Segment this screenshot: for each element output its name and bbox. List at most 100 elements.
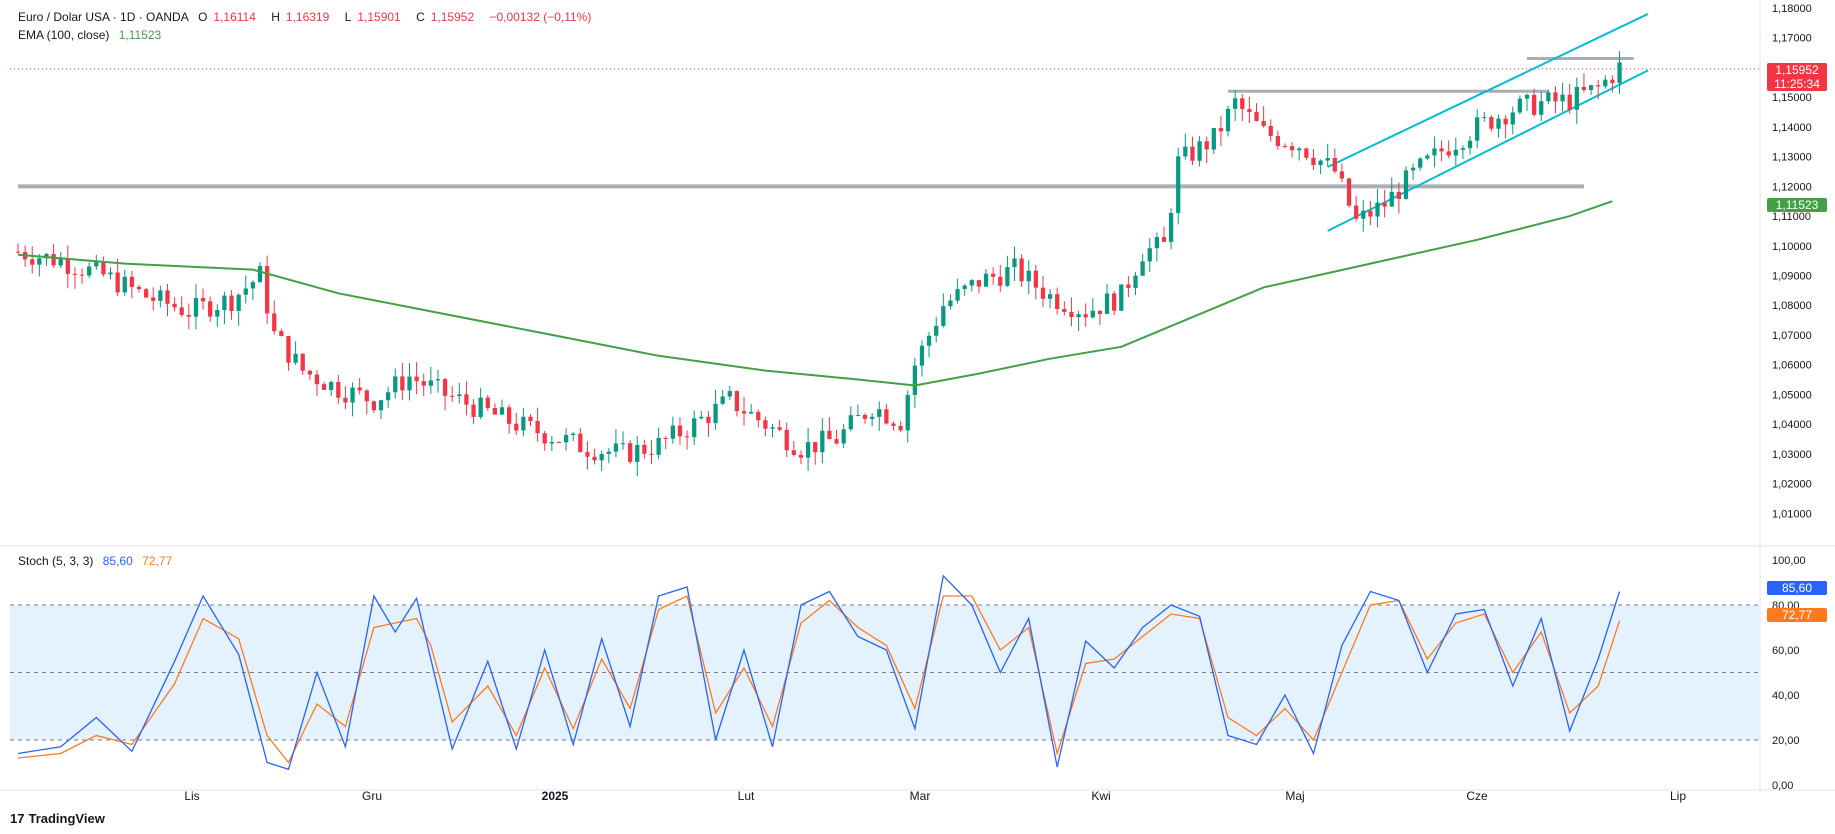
candle-body xyxy=(1425,155,1430,159)
candle-body xyxy=(1354,205,1359,219)
candle-body xyxy=(684,436,690,438)
low-value: 1,15901 xyxy=(357,10,401,24)
candle-body xyxy=(1567,94,1572,110)
price-tick-label: 1,11000 xyxy=(1772,211,1811,223)
price-tick-label: 1,18000 xyxy=(1772,3,1812,15)
candle-body xyxy=(848,415,853,430)
candle-body xyxy=(1588,85,1594,90)
candle-body xyxy=(407,376,412,391)
candle-body xyxy=(969,280,974,286)
candle-body xyxy=(485,397,490,409)
stoch-k-value: 85,60 xyxy=(102,554,133,568)
price-tick-label: 1,15000 xyxy=(1772,92,1812,104)
candle-body xyxy=(1026,270,1031,282)
candle-body xyxy=(151,297,156,301)
candle-body xyxy=(699,416,704,419)
channel-line xyxy=(1327,69,1649,232)
candle-body xyxy=(314,374,320,385)
candle-body xyxy=(1446,151,1451,156)
candle-body xyxy=(129,276,135,287)
candle-body xyxy=(1190,146,1195,161)
candle-body xyxy=(855,415,861,417)
candle-body xyxy=(578,433,583,453)
candle-body xyxy=(1339,171,1345,179)
candle-body xyxy=(1432,148,1437,156)
candle-body xyxy=(1133,275,1138,288)
candle-body xyxy=(820,430,825,453)
candle-body xyxy=(1047,294,1053,299)
candle-body xyxy=(37,258,42,265)
candle-body xyxy=(464,394,469,405)
candle-body xyxy=(1119,284,1124,311)
candle-body xyxy=(756,411,761,421)
main-legend: Euro / Dolar USA · 1D · OANDA O 1,16114 H… xyxy=(18,10,592,24)
candle-body xyxy=(514,423,519,431)
candle-body xyxy=(1346,178,1352,206)
candle-body xyxy=(962,285,967,290)
candle-body xyxy=(350,387,355,403)
candle-body xyxy=(343,397,348,403)
candle-body xyxy=(1268,125,1273,136)
candle-body xyxy=(613,443,619,452)
candle-body xyxy=(400,376,405,391)
candle-body xyxy=(919,345,925,366)
countdown: 11:25:34 xyxy=(1774,77,1820,91)
candle-body xyxy=(1610,79,1615,83)
candle-body xyxy=(414,376,419,382)
candle-body xyxy=(706,416,711,424)
candle-body xyxy=(599,453,604,461)
time-axis-label: Cze xyxy=(1466,789,1488,803)
price-badge: 1,15952 11:25:34 xyxy=(1767,63,1827,91)
candle-body xyxy=(1297,148,1302,151)
stoch-d-value: 72,77 xyxy=(142,554,173,568)
candle-body xyxy=(1083,314,1088,318)
candle-body xyxy=(1055,294,1060,309)
candle-body xyxy=(1453,149,1458,156)
candle-body xyxy=(1531,94,1537,115)
change-value: −0,00132 (−0,11%) xyxy=(489,10,592,24)
candle-body xyxy=(1112,293,1117,311)
candle-body xyxy=(635,444,640,462)
candle-body xyxy=(777,427,782,430)
candle-body xyxy=(165,290,170,304)
candle-body xyxy=(158,290,163,301)
candle-body xyxy=(79,274,85,276)
candle-body xyxy=(563,435,569,443)
candle-body xyxy=(549,441,554,444)
candle-body xyxy=(1168,212,1174,242)
candle-body xyxy=(293,353,298,363)
candle-body xyxy=(1211,128,1216,150)
candle-body xyxy=(1176,156,1181,213)
candle-body xyxy=(877,409,882,417)
candle-body xyxy=(229,295,234,312)
time-axis-label: Lip xyxy=(1670,789,1686,803)
candle-body xyxy=(1005,267,1010,286)
price-tick-label: 1,02000 xyxy=(1772,479,1812,491)
candle-body xyxy=(1090,310,1095,318)
candle-body xyxy=(1318,160,1323,166)
price-tick-label: 1,10000 xyxy=(1772,241,1812,253)
candle-body xyxy=(1012,258,1017,268)
candle-body xyxy=(421,381,426,386)
candle-body xyxy=(1282,145,1288,147)
candle-body xyxy=(200,298,206,302)
candle-body xyxy=(870,416,875,419)
candle-body xyxy=(1311,157,1316,166)
candle-body xyxy=(1560,94,1565,102)
stoch-tick-label: 100,00 xyxy=(1772,555,1806,567)
candle-body xyxy=(1546,92,1551,102)
candle-body xyxy=(136,286,142,290)
candle-body xyxy=(1375,202,1380,217)
price-tick-label: 1,14000 xyxy=(1772,122,1812,134)
symbol-label: Euro / Dolar USA · 1D · OANDA xyxy=(18,10,189,24)
candle-body xyxy=(108,272,113,275)
candle-body xyxy=(798,454,804,458)
candle-body xyxy=(1617,62,1622,83)
candle-body xyxy=(991,273,996,277)
candle-body xyxy=(1539,101,1544,115)
candle-body xyxy=(1596,85,1601,87)
candle-body xyxy=(1361,210,1366,219)
candle-body xyxy=(250,282,256,289)
candle-body xyxy=(1467,140,1473,149)
